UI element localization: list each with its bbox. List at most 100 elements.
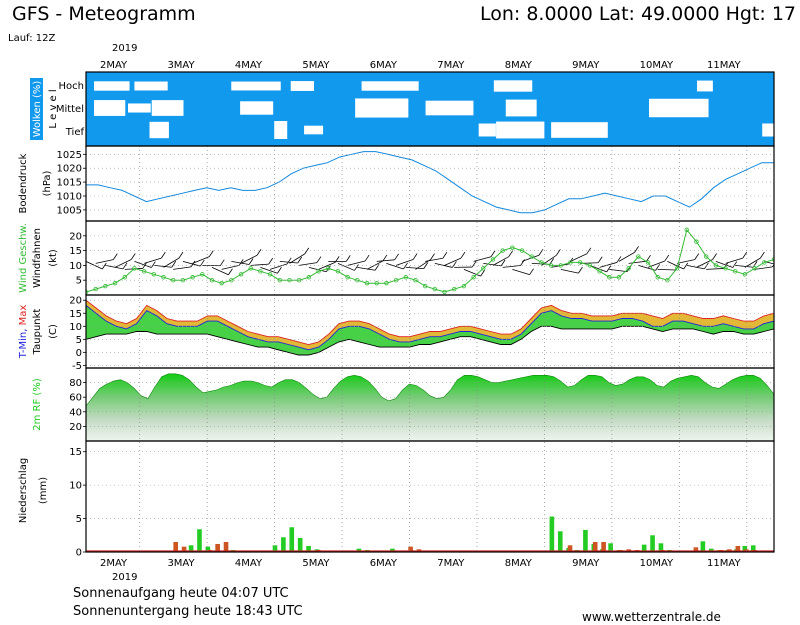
cloud-block — [304, 125, 324, 135]
wind-speed-point — [374, 280, 379, 286]
wind-barb-feather — [316, 256, 322, 263]
wind-barb-feather — [228, 268, 233, 275]
precip-bar-convective — [557, 531, 563, 552]
rh-axis-title: 2m RF (%) — [32, 378, 43, 431]
wind-speed-point — [296, 278, 302, 283]
wind-barb-feather — [752, 261, 758, 268]
wind-axis-title: Wind Geschw. — [18, 223, 29, 293]
wind-speed-point — [422, 283, 428, 289]
wind-barb-feather — [480, 269, 485, 277]
y-tick-label: 1005 — [57, 205, 82, 216]
wind-barb-feather — [130, 253, 136, 260]
wind-speed-point — [326, 266, 331, 271]
wind-speed-point — [481, 266, 486, 271]
precip-bar-convective — [583, 529, 588, 552]
y-tick-label: 5 — [76, 276, 82, 287]
day-label-bottom: 5MAY — [302, 558, 330, 569]
wind-barb-feather — [791, 251, 795, 257]
wind-barb-feather — [297, 256, 303, 264]
y-tick-label: 15 — [69, 309, 82, 320]
precip-bar-convective — [742, 545, 748, 552]
y-tick-label: 80 — [69, 378, 82, 389]
cloud-block — [240, 101, 274, 115]
day-label-bottom: 11MAY — [707, 558, 741, 569]
wind-barb-feather — [256, 249, 262, 256]
wind-barb-feather — [354, 264, 359, 271]
day-label-top: 11MAY — [707, 60, 741, 71]
precip-bar-convective — [641, 544, 647, 552]
wind-barb-feather — [760, 251, 765, 259]
precip-bar-stratiform — [408, 546, 413, 552]
pressure-unit-title: (hPa) — [42, 170, 53, 196]
wind-barb — [347, 260, 366, 266]
cloud-level-axis-title: L e v e l — [48, 89, 59, 128]
y-tick-label: 0 — [76, 348, 82, 359]
wind-speed-point — [384, 280, 389, 286]
cloud-block — [94, 100, 126, 116]
windbarb-axis-title: Windfahnen — [32, 228, 43, 288]
dewpoint-line — [86, 325, 774, 356]
sunrise-text: Sonnenaufgang heute 04:07 UTC — [73, 586, 289, 601]
wind-barb-feather — [238, 259, 244, 266]
wind-barb — [173, 266, 192, 270]
wind-barb-feather — [616, 256, 622, 263]
wind-barb — [134, 261, 152, 268]
precip-bar-convective — [356, 548, 362, 552]
wind-barb — [221, 264, 240, 270]
wind-barb-feather — [112, 253, 118, 260]
wind-speed-point — [180, 278, 186, 283]
wind-barb-feather — [423, 262, 429, 269]
wind-barb-feather — [694, 253, 700, 260]
wind-speed-point — [529, 254, 534, 259]
precip-bar-stratiform — [223, 541, 229, 552]
wind-speed-point — [577, 260, 583, 265]
y-tick-label: 20 — [69, 231, 82, 242]
wind-speed-point — [636, 254, 641, 259]
wind-barb — [502, 265, 521, 268]
cloud-block — [762, 123, 774, 137]
wind-speed-point — [733, 269, 738, 274]
wind-barb-feather — [490, 250, 496, 257]
wind-barb-feather — [782, 260, 786, 266]
day-label-top: 8MAY — [505, 60, 533, 71]
wind-unit-title: (kt) — [48, 249, 59, 267]
precip-bar-convective — [289, 527, 295, 552]
precip-bar-convective — [281, 537, 286, 552]
wind-barb-feather — [460, 251, 466, 259]
wind-speed-point — [432, 286, 438, 292]
wind-speed-point — [471, 275, 476, 280]
wind-barb — [376, 259, 395, 262]
wind-barb — [289, 253, 305, 264]
temp-min-max-fill — [86, 300, 774, 350]
wind-barb-feather — [556, 249, 561, 256]
temp-max-label: Max — [18, 305, 29, 329]
wind-barb-feather — [597, 256, 603, 263]
wind-barb — [105, 265, 124, 270]
wind-barb-feather — [712, 253, 717, 260]
wind-barb-feather — [452, 261, 457, 268]
precip-bar-stratiform — [601, 541, 606, 552]
wind-speed-point — [645, 260, 651, 265]
wind-speed-point — [122, 275, 127, 280]
wind-barb-feather — [403, 262, 408, 270]
wind-speed-point — [219, 280, 224, 286]
website-credit: www.wetterzentrale.de — [582, 610, 721, 624]
wind-barb — [463, 269, 481, 277]
wind-barb — [425, 257, 443, 262]
wind-barb — [773, 262, 774, 264]
wind-speed-point — [161, 275, 166, 280]
cloud-block — [361, 81, 419, 91]
cloud-label-background — [30, 78, 43, 140]
cloud-block — [697, 80, 713, 92]
wind-speed-point — [287, 278, 292, 283]
wind-speed-point — [665, 278, 670, 283]
wind-barb-feather — [412, 253, 418, 260]
wind-barb — [560, 269, 579, 274]
sunset-text: Sonnenuntergang heute 18:43 UTC — [73, 604, 303, 619]
wind-speed-point — [607, 275, 612, 280]
precip-bar-convective — [750, 545, 756, 552]
wind-barb — [444, 257, 462, 266]
cloud-block — [355, 98, 409, 118]
y-tick-label: 20 — [69, 422, 82, 433]
wind-barb — [357, 267, 376, 271]
